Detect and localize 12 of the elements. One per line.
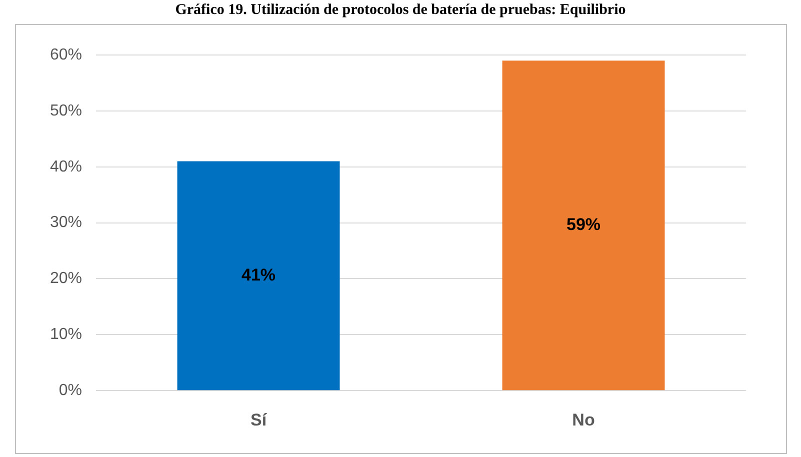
- y-tick-label: 0%: [58, 382, 82, 400]
- y-tick-label: 20%: [50, 270, 82, 288]
- data-label: 41%: [242, 265, 276, 284]
- y-tick-label: 30%: [50, 214, 82, 232]
- y-tick-label: 40%: [50, 158, 82, 176]
- y-tick-label: 50%: [50, 102, 82, 120]
- chart-title: Gráfico 19. Utilización de protocolos de batería de pruebas: Equilibrio: [174, 2, 627, 19]
- y-tick-label: 10%: [50, 326, 82, 344]
- data-label: 59%: [566, 215, 601, 234]
- y-tick-label: 60%: [50, 46, 82, 64]
- x-tick-label: Sí: [250, 410, 268, 430]
- x-tick-label: No: [572, 410, 595, 430]
